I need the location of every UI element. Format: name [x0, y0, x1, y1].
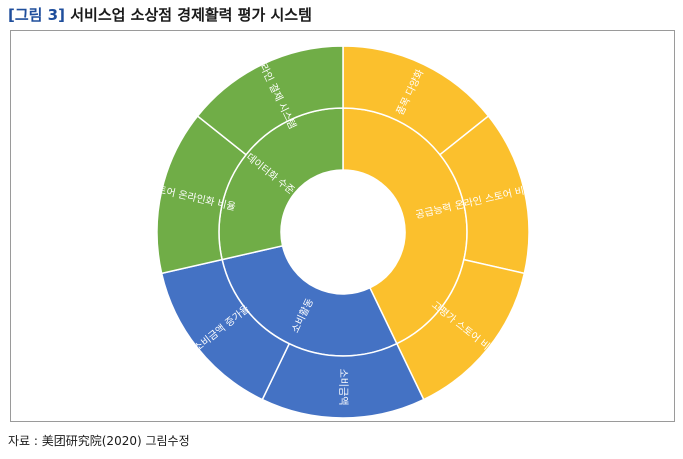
- outer-segment-온라인-결제-시스템: [196, 45, 344, 156]
- center-hole: [281, 170, 405, 294]
- outer-label-소비금액: 소비금액: [337, 369, 349, 406]
- chart-frame: 공급능력 품목 다양화 온라인 스토어 비중 고평가 스토어 비중 소비활동 소비금액 소비…: [10, 30, 675, 422]
- figure-tag: [그림 3]: [8, 6, 65, 24]
- figure-title-text: 서비스업 소상점 경제활력 평가 시스템: [70, 6, 312, 24]
- outer-ring: [156, 45, 530, 419]
- inner-ring: [218, 107, 468, 357]
- source-note: 자료 : 美团研究院(2020) 그림수정: [8, 434, 190, 448]
- figure-title: [그림 3] 서비스업 소상점 경제활력 평가 시스템: [8, 4, 312, 25]
